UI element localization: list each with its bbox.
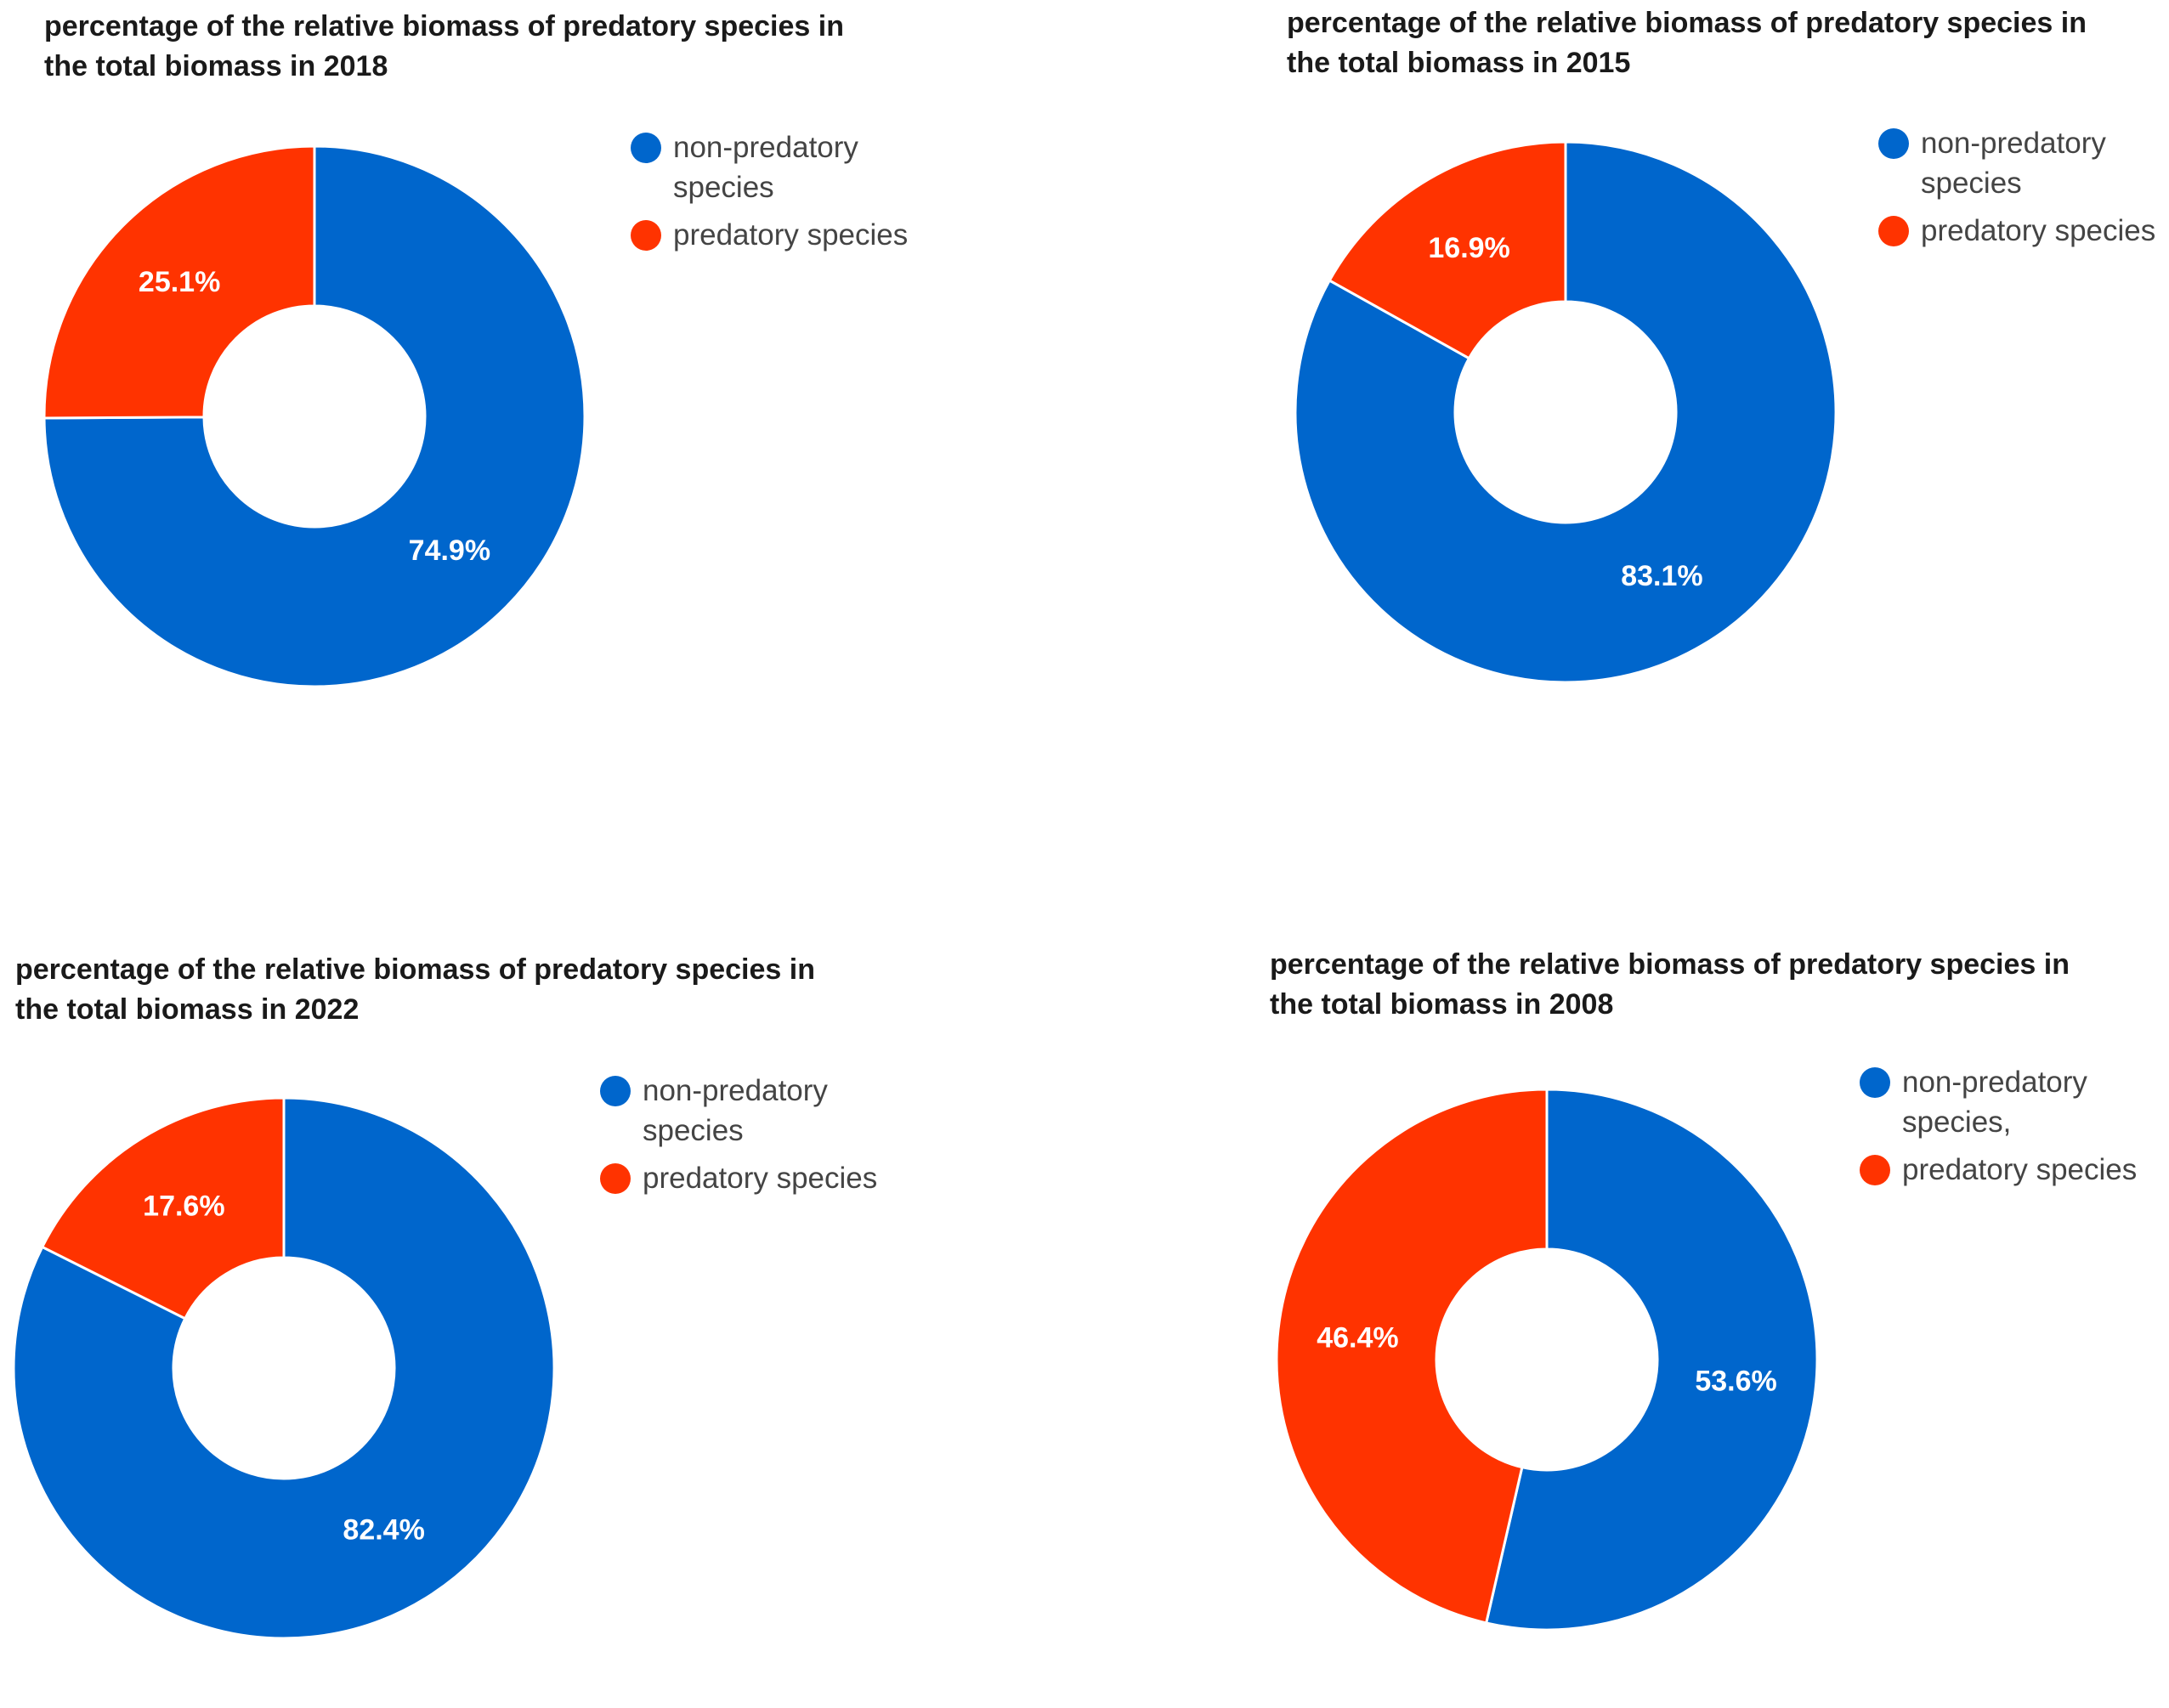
chart-panel-2008: percentage of the relative biomass of pr… xyxy=(1249,943,2169,1708)
donut-slice-predatory[interactable] xyxy=(1275,1088,1549,1625)
legend-label-predatory: predatory species xyxy=(1902,1153,2138,1186)
legend-swatch-non-predatory xyxy=(1860,1067,1890,1098)
chart-title-line-1: percentage of the relative biomass of pr… xyxy=(1287,7,2087,39)
chart-title: percentage of the relative biomass of pr… xyxy=(44,7,1022,87)
chart-panel-2022: percentage of the relative biomass of pr… xyxy=(0,943,1062,1708)
donut-chart: 74.9% 25.1% xyxy=(42,144,586,688)
donut-slice-predatory[interactable] xyxy=(42,144,316,420)
chart-title: percentage of the relative biomass of pr… xyxy=(1270,945,2169,1025)
legend-label-non-predatory: non-predatory species xyxy=(1921,127,2106,200)
slice-data-label: 25.1% xyxy=(139,266,220,298)
donut-slice-non-predatory[interactable] xyxy=(42,144,586,688)
legend-item-non-predatory[interactable]: non-predatory species, xyxy=(1860,1062,2169,1142)
legend-label-predatory: predatory species xyxy=(1921,214,2156,247)
chart-title: percentage of the relative biomass of pr… xyxy=(15,950,993,1030)
legend-label-non-predatory: non-predatory species xyxy=(643,1074,828,1147)
slice-data-label: 17.6% xyxy=(143,1190,224,1222)
legend-item-predatory[interactable]: predatory species xyxy=(1860,1150,2169,1190)
slice-data-label: 74.9% xyxy=(409,534,490,567)
legend-item-non-predatory[interactable]: non-predatory species xyxy=(631,127,954,207)
legend-swatch-non-predatory xyxy=(631,133,661,163)
chart-title: percentage of the relative biomass of pr… xyxy=(1287,3,2169,83)
legend-item-non-predatory[interactable]: non-predatory species xyxy=(1878,123,2169,203)
donut-slice-predatory[interactable] xyxy=(1328,140,1567,360)
donut-slice-non-predatory[interactable] xyxy=(12,1096,556,1640)
slice-data-label: 83.1% xyxy=(1621,560,1702,592)
legend-item-predatory[interactable]: predatory species xyxy=(1878,211,2169,251)
slice-data-label: 46.4% xyxy=(1317,1322,1398,1355)
legend-label-predatory: predatory species xyxy=(673,218,909,252)
donut-chart: 83.1% 16.9% xyxy=(1294,140,1838,684)
chart-legend: non-predatory species predatory species xyxy=(1878,123,2169,258)
chart-title-line-2: the total biomass in 2008 xyxy=(1270,988,1614,1021)
chart-legend: non-predatory species predatory species xyxy=(600,1071,923,1206)
legend-label-non-predatory: non-predatory species, xyxy=(1902,1066,2087,1139)
donut-chart: 82.4% 17.6% xyxy=(12,1096,556,1640)
slice-data-label: 16.9% xyxy=(1428,232,1509,264)
slice-data-label: 82.4% xyxy=(343,1514,424,1547)
chart-legend: non-predatory species, predatory species xyxy=(1860,1062,2169,1197)
chart-title-line-1: percentage of the relative biomass of pr… xyxy=(15,953,815,986)
chart-title-line-2: the total biomass in 2018 xyxy=(44,50,388,82)
legend-swatch-predatory xyxy=(631,220,661,251)
chart-panel-2015: percentage of the relative biomass of pr… xyxy=(1249,0,2169,765)
chart-title-line-1: percentage of the relative biomass of pr… xyxy=(44,10,844,42)
chart-title-line-1: percentage of the relative biomass of pr… xyxy=(1270,948,2070,981)
legend-item-predatory[interactable]: predatory species xyxy=(631,215,954,255)
chart-title-line-2: the total biomass in 2022 xyxy=(15,993,360,1026)
legend-item-predatory[interactable]: predatory species xyxy=(600,1158,923,1198)
legend-item-non-predatory[interactable]: non-predatory species xyxy=(600,1071,923,1151)
legend-label-predatory: predatory species xyxy=(643,1162,878,1195)
legend-swatch-predatory xyxy=(600,1163,631,1194)
slice-data-label: 53.6% xyxy=(1695,1365,1776,1397)
chart-legend: non-predatory species predatory species xyxy=(631,127,954,263)
donut-slice-non-predatory[interactable] xyxy=(1294,140,1838,684)
legend-swatch-predatory xyxy=(1878,216,1909,246)
chart-panel-2018: percentage of the relative biomass of pr… xyxy=(0,0,1062,765)
donut-chart: 53.6% 46.4% xyxy=(1275,1088,1819,1632)
legend-swatch-non-predatory xyxy=(1878,128,1909,159)
legend-label-non-predatory: non-predatory species xyxy=(673,131,858,204)
legend-swatch-predatory xyxy=(1860,1155,1890,1185)
legend-swatch-non-predatory xyxy=(600,1076,631,1106)
chart-title-line-2: the total biomass in 2015 xyxy=(1287,47,1631,79)
donut-slice-predatory[interactable] xyxy=(40,1096,286,1321)
donut-slice-non-predatory[interactable] xyxy=(1484,1088,1819,1632)
